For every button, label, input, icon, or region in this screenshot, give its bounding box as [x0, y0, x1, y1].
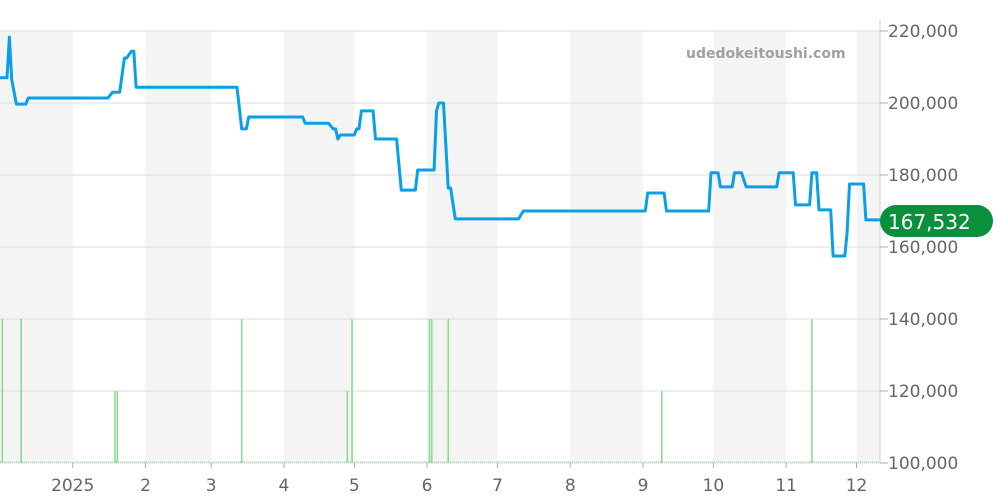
x-axis: 2025 2 3 4 5 6 7 8 9 10 11 12 — [51, 463, 867, 496]
y-tick-label: 100,000 — [888, 454, 958, 474]
x-tick-label: 11 — [775, 476, 797, 496]
x-tick-label: 2025 — [51, 476, 94, 496]
price-line-group — [0, 35, 880, 258]
y-tick-label: 120,000 — [888, 382, 958, 402]
last-price-label: 167,532 — [888, 210, 971, 234]
y-tick-label: 220,000 — [888, 22, 958, 42]
x-tick-label: 2 — [140, 476, 151, 496]
volume-bars — [0, 319, 880, 463]
y-tick-label: 140,000 — [888, 310, 958, 330]
price-line — [0, 35, 880, 258]
x-tick-label: 4 — [279, 476, 290, 496]
y-tick-label: 180,000 — [888, 166, 958, 186]
y-tick-label: 160,000 — [888, 238, 958, 258]
x-tick-label: 7 — [492, 476, 503, 496]
y-axis: 100,000 120,000 140,000 160,000 180,000 200,0… — [880, 22, 958, 474]
watermark: udedokeitoushi.com — [686, 46, 846, 62]
x-tick-label: 10 — [703, 476, 725, 496]
x-tick-label: 8 — [565, 476, 576, 496]
last-price-badge: 167,532 — [880, 205, 993, 237]
x-tick-label: 9 — [638, 476, 649, 496]
x-tick-label: 12 — [846, 476, 868, 496]
y-tick-label: 200,000 — [888, 94, 958, 114]
x-tick-label: 5 — [349, 476, 360, 496]
last-price-badge-bg — [880, 205, 993, 237]
x-tick-label: 3 — [206, 476, 217, 496]
x-tick-label: 6 — [422, 476, 433, 496]
